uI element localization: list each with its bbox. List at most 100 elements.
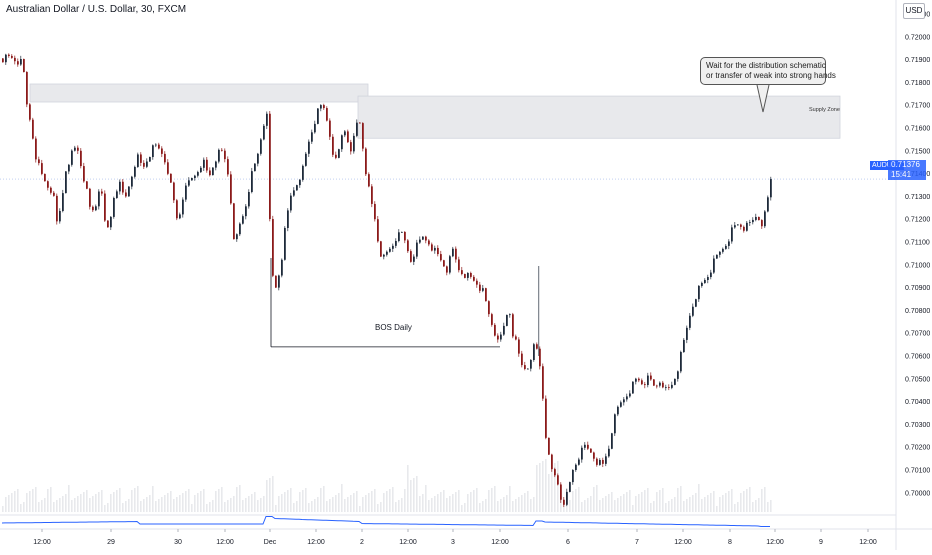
candle-body [488,301,490,315]
volume-bar [743,491,745,512]
y-tick-label: 0.71200 [905,217,930,224]
volume-bar [242,500,244,512]
candle-body [485,288,487,302]
candle-body [89,188,91,207]
candle-body [524,365,526,369]
candle-body [353,135,355,152]
volume-bar [503,497,505,512]
candle-body [584,444,586,448]
volume-bar [623,494,625,512]
volume-bar [515,499,517,512]
candle-body [737,224,739,226]
volume-bar [614,500,616,512]
volume-bar [632,505,634,512]
candle-body [308,141,310,154]
candle-body [368,174,370,187]
volume-bar [107,503,109,512]
volume-bar [119,488,121,512]
volume-bar [617,498,619,512]
y-tick-label: 0.70400 [905,399,930,406]
volume-bar [62,496,64,512]
candle-body [518,339,520,354]
currency-button[interactable]: USD [903,3,925,19]
candle-body [647,375,649,386]
candle-body [638,378,640,381]
candle-body [155,144,157,146]
supply-zone-label: Supply Zone [809,107,840,113]
volume-bar [206,504,208,512]
volume-bar [542,461,544,512]
candle-body [275,275,277,288]
volume-bar [524,493,526,512]
candle-body [605,456,607,464]
volume-bar [467,494,469,512]
candle-body [407,240,409,252]
candle-body [728,241,730,246]
candle-body [494,324,496,336]
candle-body [227,159,229,175]
volume-bar [668,501,670,512]
volume-bar [611,492,613,512]
candle-body [374,203,376,220]
volume-bar [269,478,271,512]
candle-body [653,379,655,386]
volume-bar [203,489,205,512]
candle-body [182,199,184,215]
volume-bar [287,490,289,512]
candle-body [212,167,214,176]
volume-bar [692,495,694,512]
volume-bar [488,490,490,512]
volume-bar [47,489,49,512]
candle-body [428,240,430,245]
candle-body [320,105,322,109]
volume-bar [656,492,658,512]
volume-bar [224,502,226,512]
candle-body [413,256,415,262]
volume-bar [479,503,481,512]
volume-bar [248,496,250,512]
candle-body [434,247,436,251]
volume-bar [110,494,112,512]
candle-body [260,139,262,154]
volume-bar [722,495,724,512]
candle-body [572,470,574,483]
x-tick-label: 12:00 [491,539,509,546]
candle-body [197,172,199,176]
candle-body [551,454,553,470]
x-tick-label: 12:00 [399,539,417,546]
volume-bar [404,489,406,512]
candle-body [287,210,289,228]
candle-body [554,469,556,476]
candle-body [389,248,391,252]
candle-body [662,382,664,388]
candle-body [575,464,577,470]
candle-body [713,258,715,273]
candle-body [425,236,427,241]
candle-body [599,459,601,465]
volume-bar [299,492,301,512]
candle-body [416,242,418,257]
candle-body [587,444,589,449]
candle-body [383,254,385,257]
candle-body [83,166,85,182]
callout-line-2: or transfer of weak into strong hands [706,71,836,80]
candle-body [326,108,328,121]
candle-body [380,241,382,257]
volume-bar [29,491,31,512]
candle-body [698,285,700,300]
candle-body [611,433,613,449]
candle-body [761,220,763,227]
candle-body [668,387,670,388]
volume-bar [305,488,307,512]
y-tick-label: 0.71100 [905,240,930,247]
candle-body [296,185,298,191]
volume-bar [602,498,604,512]
volume-bar [170,491,172,512]
volume-bar [197,493,199,512]
candle-body [35,138,37,160]
volume-bar [512,501,514,512]
volume-bar [302,490,304,512]
volume-bar [599,500,601,512]
volume-bar [557,461,559,512]
